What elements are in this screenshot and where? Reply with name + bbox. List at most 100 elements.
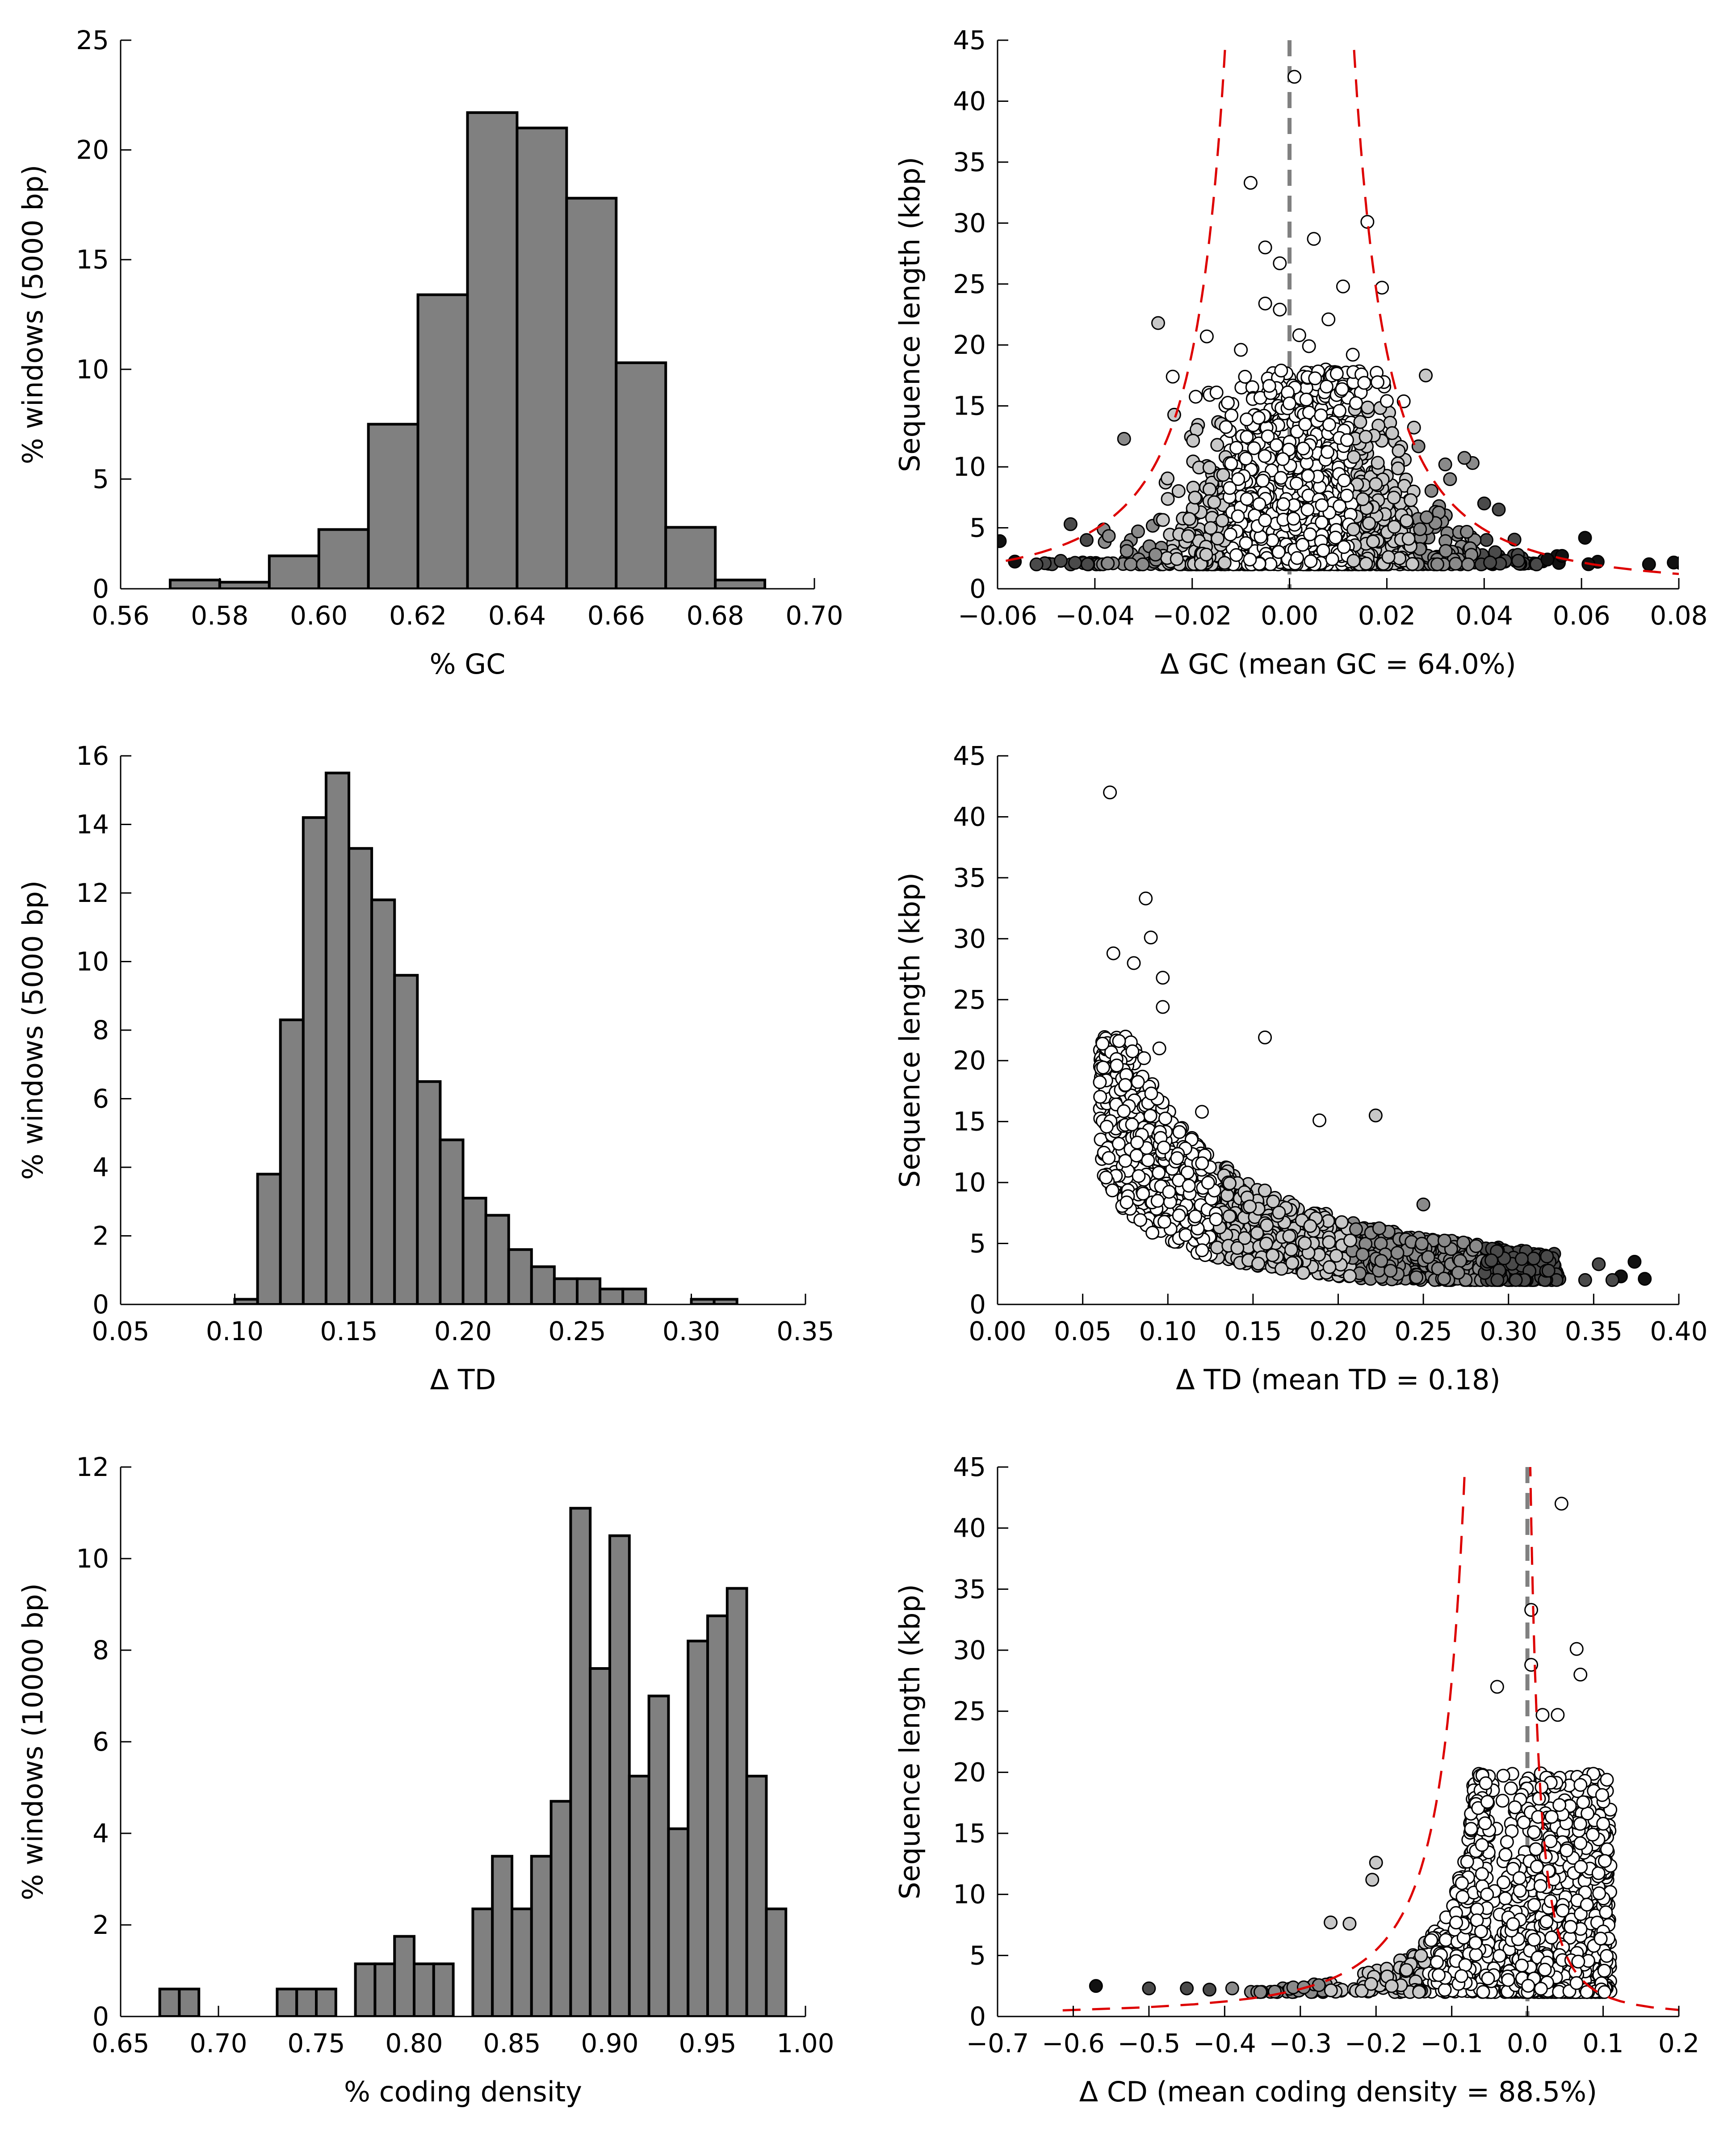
scatter-point	[1285, 1256, 1300, 1270]
scatter-point	[1526, 1251, 1541, 1266]
scatter-point	[1483, 555, 1497, 570]
scatter-point	[1346, 522, 1361, 537]
scatter-point	[1380, 394, 1394, 408]
scatter-point	[1576, 1795, 1590, 1809]
gc-histogram-panel: 0.56 0.58 0.60 0.62 0.64 0.66 0.68 0.70 0 5 10 15 20…	[17, 25, 843, 680]
y-tick-label: 30	[953, 1635, 986, 1665]
scatter-point	[1340, 433, 1354, 447]
scatter-point	[1498, 1848, 1513, 1862]
y-tick-label: 6	[92, 1084, 109, 1114]
histogram-bar	[317, 528, 370, 589]
scatter-point	[1501, 1973, 1515, 1987]
y-axis-label: Sequence length (kbp)	[893, 872, 926, 1188]
y-tick-label: 20	[953, 330, 986, 360]
plot-area	[168, 111, 767, 589]
y-tick-label: 45	[953, 1452, 986, 1482]
scatter-point	[1141, 1153, 1155, 1167]
scatter-point	[1231, 472, 1245, 486]
histogram-bar	[279, 1018, 305, 1304]
y-tick-label: 35	[953, 147, 986, 177]
scatter-point	[1431, 1262, 1445, 1276]
scatter-point	[1667, 555, 1679, 570]
scatter-point	[1316, 543, 1330, 558]
scatter-point	[1361, 400, 1375, 415]
x-tick-label: 0.95	[679, 2028, 736, 2058]
scatter-point	[1152, 1165, 1166, 1180]
scatter-point	[1474, 1924, 1488, 1939]
scatter-point	[1359, 557, 1373, 571]
scatter-point	[1195, 1156, 1209, 1170]
scatter-point	[1437, 1271, 1451, 1286]
scatter-point	[1638, 1272, 1652, 1286]
scatter-point	[1180, 1165, 1195, 1180]
scatter-point	[1296, 538, 1310, 552]
scatter-point	[1156, 1000, 1170, 1014]
scatter-point	[1238, 369, 1252, 384]
histogram-bar	[315, 1987, 337, 2016]
scatter-point	[1475, 1838, 1489, 1852]
scatter-point	[1258, 296, 1272, 310]
scatter-point	[1513, 1884, 1527, 1898]
scatter-point	[1573, 1836, 1588, 1850]
histogram-bar	[370, 898, 396, 1304]
scatter-point	[1424, 484, 1438, 498]
histogram-bar	[511, 1907, 533, 2016]
scatter-point	[1460, 1855, 1474, 1869]
x-tick-label: 0.15	[320, 1316, 377, 1346]
scatter-point	[1574, 1860, 1588, 1874]
x-tick-label: −0.6	[1042, 2028, 1105, 2058]
scatter-point	[1186, 433, 1200, 448]
scatter-point	[1333, 499, 1347, 513]
scatter-point	[1118, 1154, 1132, 1168]
histogram-bar	[295, 1987, 318, 2016]
x-tick-label: 0.70	[785, 600, 843, 631]
scatter-point	[1322, 418, 1336, 432]
x-tick-label: 0.60	[290, 600, 348, 631]
scatter-point	[1120, 544, 1134, 558]
y-tick-label: 25	[953, 1696, 986, 1727]
y-tick-label: 5	[969, 513, 986, 543]
histogram-bar	[687, 1639, 709, 2016]
x-tick-label: 0.90	[581, 2028, 638, 2058]
scatter-point	[1142, 1981, 1156, 1995]
scatter-point	[1303, 527, 1317, 541]
x-tick-label: 0.05	[1054, 1316, 1111, 1346]
scatter-point	[1102, 1151, 1116, 1165]
scatter-point	[1274, 364, 1288, 378]
scatter-point	[1240, 430, 1254, 444]
scatter-point	[1539, 1915, 1554, 1929]
scatter-point	[1479, 533, 1493, 547]
y-tick-label: 2	[92, 1221, 109, 1251]
scatter-point	[1401, 532, 1416, 546]
y-tick-label: 0	[92, 1289, 109, 1320]
scatter-point	[1149, 548, 1163, 562]
histogram-bar	[413, 1962, 435, 2016]
scatter-point	[1298, 417, 1312, 432]
scatter-point	[1223, 481, 1237, 495]
scatter-point	[1131, 1075, 1145, 1089]
y-tick-label: 5	[969, 1940, 986, 1970]
scatter-point	[1476, 1985, 1490, 1999]
x-tick-label: −0.02	[1153, 600, 1232, 631]
scatter-point	[1500, 1835, 1514, 1849]
scatter-point	[1540, 1249, 1554, 1264]
scatter-point	[1324, 1983, 1338, 1998]
scatter-point	[1455, 1876, 1469, 1891]
scatter-point	[1252, 497, 1266, 511]
scatter-point	[1405, 557, 1420, 571]
y-tick-label: 10	[76, 947, 109, 977]
scatter-point	[1359, 430, 1373, 444]
scatter-point	[1479, 1776, 1493, 1790]
scatter-point	[1162, 1185, 1176, 1199]
scatter-point	[1337, 540, 1351, 554]
scatter-point	[1449, 557, 1463, 571]
x-tick-label: −0.3	[1269, 2028, 1332, 2058]
y-tick-label: 16	[76, 741, 109, 771]
x-tick-label: 0.68	[687, 600, 744, 631]
scatter-point	[1362, 516, 1376, 530]
scatter-point	[1532, 1791, 1546, 1806]
scatter-point	[1243, 176, 1258, 190]
y-tick-label: 8	[92, 1635, 109, 1665]
scatter-point	[1438, 457, 1452, 472]
scatter-point	[1596, 1817, 1610, 1831]
